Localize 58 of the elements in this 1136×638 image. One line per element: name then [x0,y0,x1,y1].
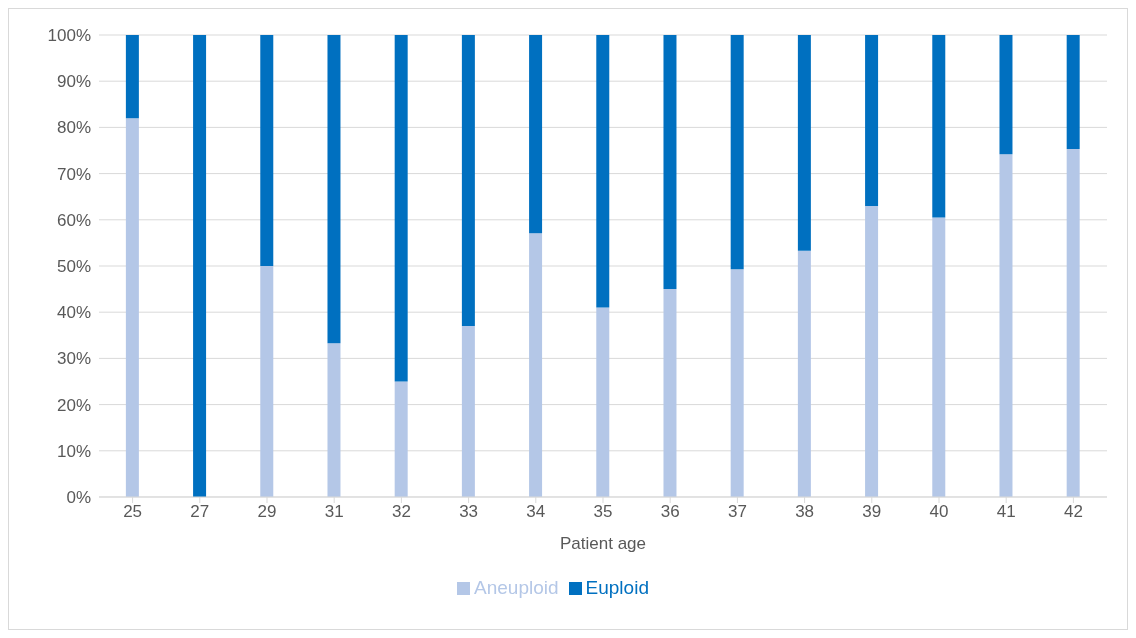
y-tick-label: 90% [56,72,91,92]
bar [865,205,879,497]
bar [999,35,1013,155]
bar [596,35,610,308]
x-tick-label: 31 [324,502,344,522]
bar [730,35,744,270]
bar [394,381,408,497]
x-tick-label: 29 [257,502,277,522]
y-tick-label: 100% [47,26,91,46]
x-tick-label: 42 [1063,502,1083,522]
bar [394,35,408,382]
x-tick-label: 41 [996,502,1016,522]
x-tick-label: 27 [190,502,210,522]
bar [125,35,139,119]
x-axis-title: Patient age [559,534,647,553]
x-tick-label: 38 [795,502,815,522]
bar [663,289,677,497]
y-tick-label: 30% [56,349,91,369]
y-tick-label: 20% [56,395,91,415]
y-tick-label: 40% [56,303,91,323]
bar [865,35,879,206]
y-tick-label: 60% [56,210,91,230]
bar [932,35,946,218]
bar [663,35,677,290]
bar [193,35,207,497]
x-tick-label: 39 [862,502,882,522]
x-tick-label: 36 [660,502,680,522]
bar [461,326,475,497]
bar [327,35,341,344]
bar [327,343,341,497]
bar [1066,149,1080,497]
bar [125,118,139,497]
bar [797,35,811,251]
x-tick-label: 32 [391,502,411,522]
bar [999,154,1013,497]
y-tick-label: 10% [56,441,91,461]
y-tick-label: 50% [56,257,91,277]
x-tick-label: 40 [929,502,949,522]
x-tick-label: 34 [526,502,546,522]
x-tick-label: 35 [593,502,613,522]
bar [1066,35,1080,150]
x-tick-label: 33 [459,502,479,522]
y-tick-label: 0% [66,488,91,508]
x-tick-label: 37 [727,502,747,522]
bar [529,35,543,234]
bar [529,233,543,497]
bar [730,269,744,497]
bar [932,217,946,497]
y-tick-label: 80% [56,118,91,138]
bar [797,250,811,497]
x-tick-label: 25 [123,502,143,522]
legend-label: Aneuploid [474,577,559,598]
y-tick-label: 70% [56,164,91,184]
bar [260,35,274,266]
bar [596,307,610,497]
bar [260,266,274,497]
legend-label: Euploid [585,577,649,598]
bar [461,35,475,327]
